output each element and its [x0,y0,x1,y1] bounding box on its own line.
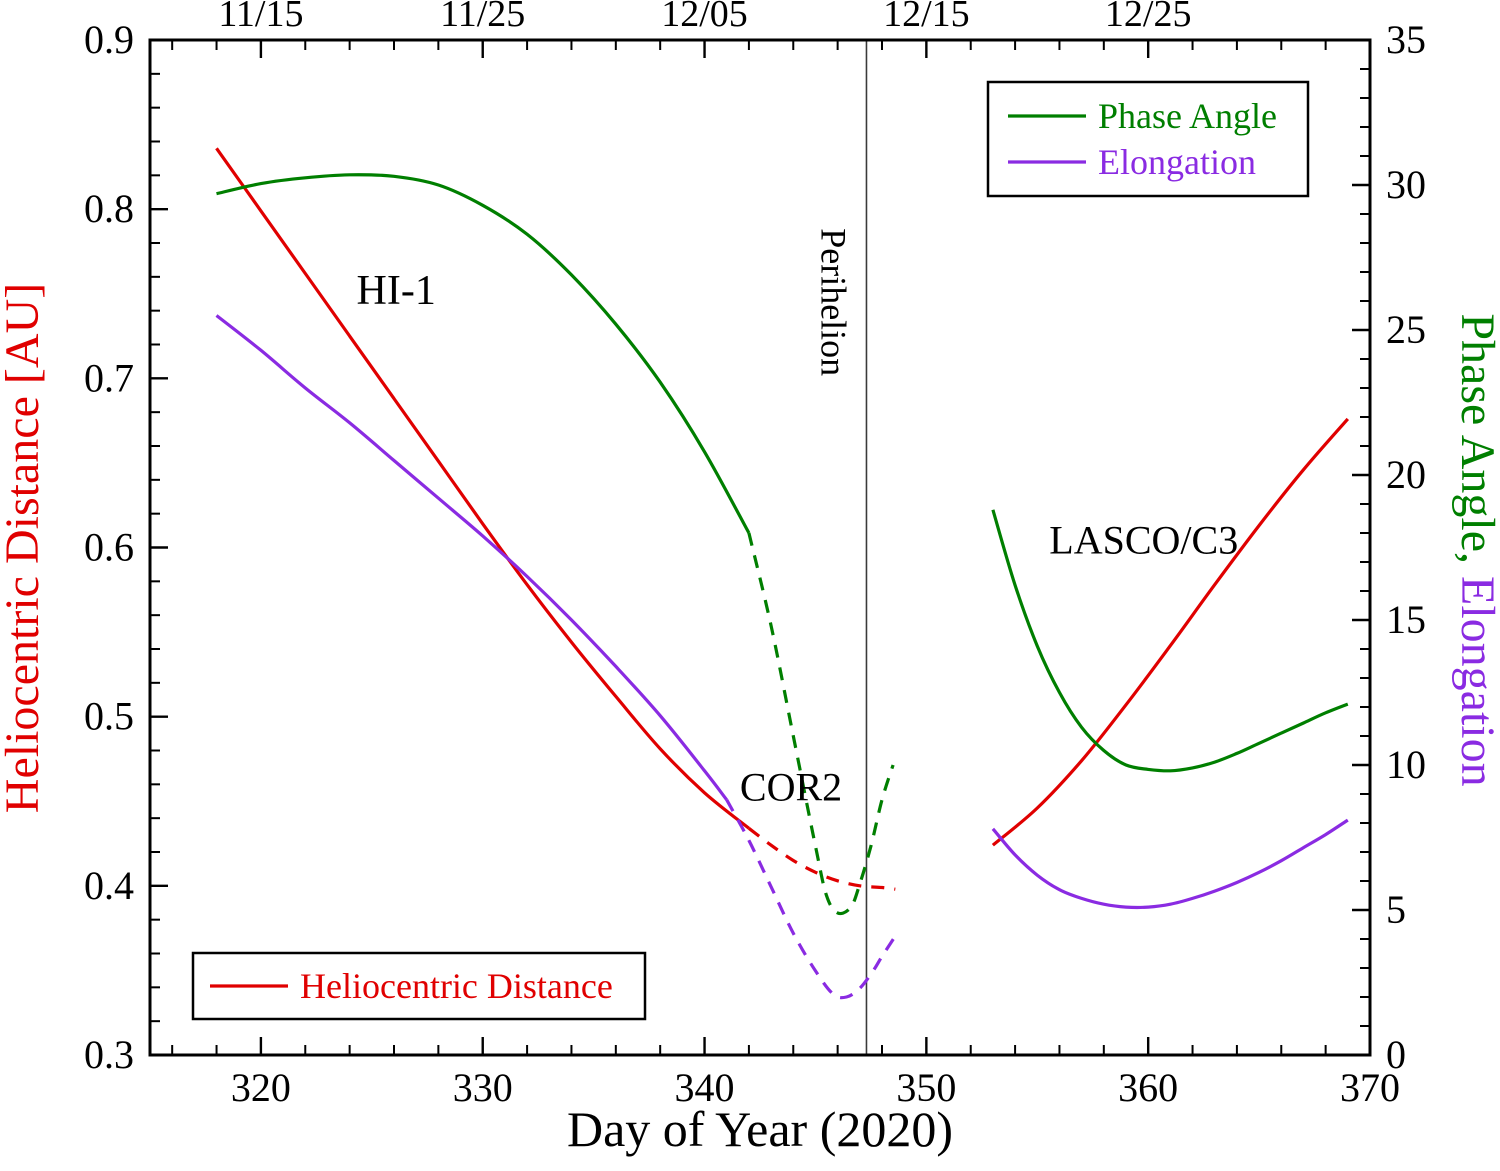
y-right-tick-label: 0 [1386,1032,1406,1077]
y-axis-left-label: Heliocentric Distance [AU] [0,283,49,813]
legend-phase-elongation-box [986,80,1310,198]
y-left-tick-label: 0.8 [84,186,134,231]
elongation-hi1 [215,314,728,801]
x-axis-label: Day of Year (2020) [567,1101,953,1157]
phase-angle-extrapolated [747,532,895,916]
y-right-tick-label: 10 [1386,742,1426,787]
legend-entry-label: Heliocentric Distance [300,966,613,1006]
y-left-tick-label: 0.5 [84,694,134,739]
y-left-tick-label: 0.9 [84,17,134,62]
y-left-tick-label: 0.7 [84,355,134,400]
y-left-tick-label: 0.3 [84,1032,134,1077]
top-date-label: 12/05 [661,0,748,35]
y-left-tick-label: 0.4 [84,863,134,908]
y-axis-right-label: Phase Angle, Elongation [1451,313,1500,786]
x-tick-label: 330 [453,1065,513,1110]
phase-angle-lasco [991,509,1349,773]
x-tick-label: 340 [675,1065,735,1110]
y-right-tick-label: 15 [1386,597,1426,642]
elongation-lasco [991,818,1349,910]
heliocentric-distance-lasco [991,417,1350,847]
top-date-label: 12/25 [1105,0,1192,35]
x-tick-label: 320 [231,1065,291,1110]
y-right-tick-label: 25 [1386,307,1426,352]
x-tick-label: 350 [896,1065,956,1110]
y-right-tick-label: 5 [1386,887,1406,932]
legend-entry-label: Elongation [1098,142,1256,182]
top-date-label: 11/15 [218,0,303,35]
x-tick-label: 360 [1118,1065,1178,1110]
heliocentric-distance-extrapolated [747,827,896,891]
annotation-lasco-c3: LASCO/C3 [1049,518,1238,563]
phase-angle-hi1 [216,173,751,534]
y-right-tick-label: 20 [1386,452,1426,497]
y-right-tick-label: 35 [1386,17,1426,62]
heliocentric-distance-hi1 [215,147,750,830]
annotation-cor2: COR2 [740,765,842,810]
y-right-tick-label: 30 [1386,162,1426,207]
annotation-perihelion: Perihelion [814,228,854,376]
y-left-tick-label: 0.6 [84,525,134,570]
legend-entry-label: Phase Angle [1098,96,1277,136]
top-date-label: 12/15 [883,0,970,35]
elongation-extrapolated [725,799,897,1000]
annotation-hi-1: HI-1 [357,268,436,314]
x-tick-label: 370 [1340,1065,1400,1110]
top-date-label: 11/25 [440,0,525,35]
